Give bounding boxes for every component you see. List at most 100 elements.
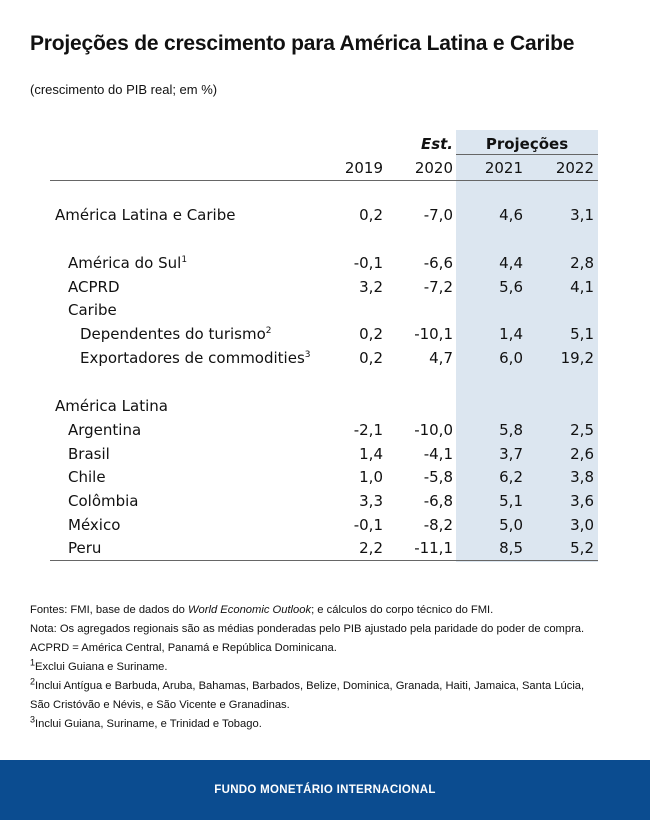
table-row: Brasil 1,4 -4,1 3,7 2,6 [50, 443, 598, 465]
value-cell: 3,0 [570, 516, 594, 534]
sources-text: Fontes: FMI, base de dados do [30, 604, 188, 616]
value-cell: 2,8 [570, 254, 594, 272]
footnote-text: Exclui Guiana e Suriname. [35, 661, 168, 673]
value-cell: 3,8 [570, 468, 594, 486]
table-row: Dependentes do turismo2 0,2 -10,1 1,4 5,1 [50, 323, 598, 345]
year-header: 2020 [414, 159, 453, 177]
value-cell: 0,2 [359, 349, 383, 367]
row-label-text: Brasil [68, 445, 110, 463]
footnote-mark: 1 [30, 657, 36, 668]
value-cell: 5,6 [499, 278, 523, 296]
bottom-rule [50, 560, 598, 561]
value-cell: 1,4 [499, 325, 523, 343]
row-label-text: América do Sul [68, 254, 182, 272]
acprd-note: ACPRD = América Central, Panamá e Repúbl… [30, 642, 337, 654]
row-label-text: Dependentes do turismo [80, 325, 266, 343]
value-cell: 5,0 [499, 516, 523, 534]
projections-shading [456, 130, 598, 562]
value-cell: 2,6 [570, 445, 594, 463]
row-label-text: América Latina [55, 397, 168, 415]
value-cell: 0,2 [359, 325, 383, 343]
row-label-text: Peru [68, 539, 102, 557]
value-cell: 4,7 [429, 349, 453, 367]
value-cell: 3,6 [570, 492, 594, 510]
row-label-text: México [68, 516, 121, 534]
notes: Fontes: FMI, base de dados do World Econ… [30, 601, 640, 734]
page-title: Projeções de crescimento para América La… [30, 32, 575, 55]
value-cell: -7,2 [423, 278, 453, 296]
table-row: Peru 2,2 -11,1 8,5 5,2 [50, 537, 598, 559]
row-label-text: Exportadores de commodities [80, 349, 305, 367]
row-label: Chile [68, 466, 106, 488]
value-cell: -8,2 [423, 516, 453, 534]
row-label: Caribe [68, 299, 117, 321]
value-cell: 0,2 [359, 206, 383, 224]
footnote-3: 3Inclui Guiana, Suriname, e Trinidad e T… [30, 715, 640, 734]
year-header: 2019 [344, 159, 383, 177]
value-cell: 5,8 [499, 421, 523, 439]
growth-table: Est. Projeções 2019 2020 2021 2022 Améri… [50, 130, 598, 562]
row-label: Argentina [68, 419, 141, 441]
value-cell: 1,0 [359, 468, 383, 486]
value-cell: -0,1 [353, 516, 383, 534]
value-cell: -10,1 [414, 325, 453, 343]
table-row: América Latina e Caribe 0,2 -7,0 4,6 3,1 [50, 204, 598, 226]
footnote-2: 2Inclui Antígua e Barbuda, Aruba, Bahama… [30, 677, 640, 696]
footnote-mark: 1 [181, 255, 188, 265]
regional-note: Nota: Os agregados regionais são as médi… [30, 623, 585, 635]
table-row: Colômbia 3,3 -6,8 5,1 3,6 [50, 490, 598, 512]
value-cell: -11,1 [414, 539, 453, 557]
row-label: Colômbia [68, 490, 139, 512]
footnote-2-cont: São Cristóvão e Névis, e São Vicente e G… [30, 699, 290, 711]
header-row-top: Est. Projeções [50, 133, 598, 155]
table-row: México -0,1 -8,2 5,0 3,0 [50, 514, 598, 536]
row-label-text: América Latina e Caribe [55, 206, 236, 224]
footnote-mark: 3 [30, 714, 36, 725]
sources-title: World Economic Outlook [187, 604, 312, 616]
value-cell: 3,3 [359, 492, 383, 510]
value-cell: 5,1 [570, 325, 594, 343]
value-cell: 3,1 [570, 206, 594, 224]
row-label: América Latina e Caribe [55, 204, 235, 226]
table-row: Caribe [50, 299, 598, 321]
row-label: Brasil [68, 443, 110, 465]
projections-label: Projeções [485, 135, 569, 153]
row-label: América do Sul1 [68, 252, 187, 274]
value-cell: 2,5 [570, 421, 594, 439]
footnote-1: 1Exclui Guiana e Suriname. [30, 658, 640, 677]
value-cell: 19,2 [560, 349, 594, 367]
footnote-mark: 2 [265, 326, 272, 336]
value-cell: -4,1 [423, 445, 453, 463]
imf-footer: FUNDO MONETÁRIO INTERNACIONAL [0, 760, 650, 820]
year-header: 2021 [484, 159, 523, 177]
value-cell: 4,1 [570, 278, 594, 296]
value-cell: 3,7 [499, 445, 523, 463]
value-cell: -6,6 [423, 254, 453, 272]
value-cell: 4,6 [499, 206, 523, 224]
value-cell: 8,5 [499, 539, 523, 557]
table-row: América do Sul1 -0,1 -6,6 4,4 2,8 [50, 252, 598, 274]
header-row-years: 2019 2020 2021 2022 [50, 157, 598, 179]
value-cell: -7,0 [423, 206, 453, 224]
value-cell: -0,1 [353, 254, 383, 272]
subtitle: (crescimento do PIB real; em %) [30, 82, 218, 97]
year-header: 2022 [555, 159, 594, 177]
footnote-text: Inclui Antígua e Barbuda, Aruba, Bahamas… [35, 680, 585, 692]
sources-text-end: ; e cálculos do corpo técnico do FMI. [311, 604, 494, 616]
table-row: América Latina [50, 395, 598, 417]
table-row: ACPRD 3,2 -7,2 5,6 4,1 [50, 276, 598, 298]
projections-rule [456, 154, 598, 155]
value-cell: 3,2 [359, 278, 383, 296]
header-rule [50, 180, 598, 181]
est-label: Est. [420, 135, 453, 153]
row-label: Peru [68, 537, 101, 559]
value-cell: -5,8 [423, 468, 453, 486]
value-cell: 1,4 [359, 445, 383, 463]
table-row: Argentina -2,1 -10,0 5,8 2,5 [50, 419, 598, 441]
footnote-text: Inclui Guiana, Suriname, e Trinidad e To… [35, 718, 262, 730]
row-label-text: Argentina [68, 421, 142, 439]
footnote-mark: 2 [30, 676, 36, 687]
row-label-text: Chile [68, 468, 106, 486]
row-label-text: ACPRD [68, 278, 120, 296]
value-cell: 5,2 [570, 539, 594, 557]
